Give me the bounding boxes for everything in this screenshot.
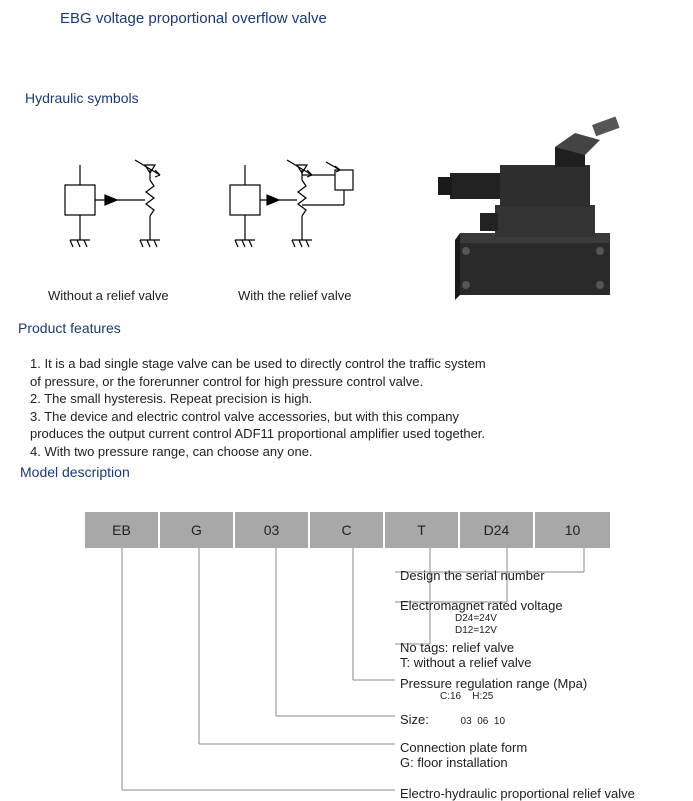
feature-line: of pressure, or the forerunner control f… xyxy=(30,373,650,391)
desc-serial-number: Design the serial number xyxy=(400,568,545,583)
model-code-table: EB G 03 C T D24 10 xyxy=(85,512,610,548)
desc-line: Connection plate form xyxy=(400,740,527,755)
model-cell-g: G xyxy=(160,512,235,548)
model-cell-10: 10 xyxy=(535,512,610,548)
model-heading: Model description xyxy=(20,464,130,480)
desc-line: G: floor installation xyxy=(400,755,527,770)
desc-sub: C:16 H:25 xyxy=(440,691,587,703)
hydraulic-symbol-without xyxy=(55,155,205,285)
desc-line: Electromagnet rated voltage xyxy=(400,598,563,613)
symbol-caption-without: Without a relief valve xyxy=(48,288,169,303)
desc-line: T: without a relief valve xyxy=(400,655,532,670)
desc-electromagnet-voltage: Electromagnet rated voltage D24=24V D12=… xyxy=(400,598,563,637)
features-body: 1. It is a bad single stage valve can be… xyxy=(30,355,650,460)
desc-line: No tags: relief valve xyxy=(400,640,532,655)
model-cell-03: 03 xyxy=(235,512,310,548)
product-photo xyxy=(400,105,650,305)
desc-connection-plate: Connection plate form G: floor installat… xyxy=(400,740,527,770)
symbols-heading: Hydraulic symbols xyxy=(25,90,139,106)
desc-relief-tag: No tags: relief valve T: without a relie… xyxy=(400,640,532,670)
desc-sub: D24=24V xyxy=(455,613,563,625)
desc-line: Pressure regulation range (Mpa) xyxy=(400,676,587,691)
model-cell-d24: D24 xyxy=(460,512,535,548)
desc-pressure-range: Pressure regulation range (Mpa) C:16 H:2… xyxy=(400,676,587,703)
features-heading: Product features xyxy=(18,320,121,336)
model-cell-t: T xyxy=(385,512,460,548)
feature-line: 1. It is a bad single stage valve can be… xyxy=(30,355,650,373)
desc-electro-hydraulic: Electro-hydraulic proportional relief va… xyxy=(400,786,635,801)
model-cell-c: C xyxy=(310,512,385,548)
desc-sub: D12=12V xyxy=(455,625,563,637)
hydraulic-symbol-with xyxy=(225,155,375,285)
desc-size: Size: 03 06 10 xyxy=(400,712,505,727)
desc-line: Size: xyxy=(400,712,429,727)
page-title: EBG voltage proportional overflow valve xyxy=(60,10,327,27)
feature-line: 3. The device and electric control valve… xyxy=(30,408,650,426)
desc-sub: 03 06 10 xyxy=(461,716,505,727)
symbol-caption-with: With the relief valve xyxy=(238,288,351,303)
feature-line: 4. With two pressure range, can choose a… xyxy=(30,443,650,461)
leader-lines xyxy=(85,548,610,800)
feature-line: 2. The small hysteresis. Repeat precisio… xyxy=(30,390,650,408)
model-cell-eb: EB xyxy=(85,512,160,548)
feature-line: produces the output current control ADF1… xyxy=(30,425,650,443)
